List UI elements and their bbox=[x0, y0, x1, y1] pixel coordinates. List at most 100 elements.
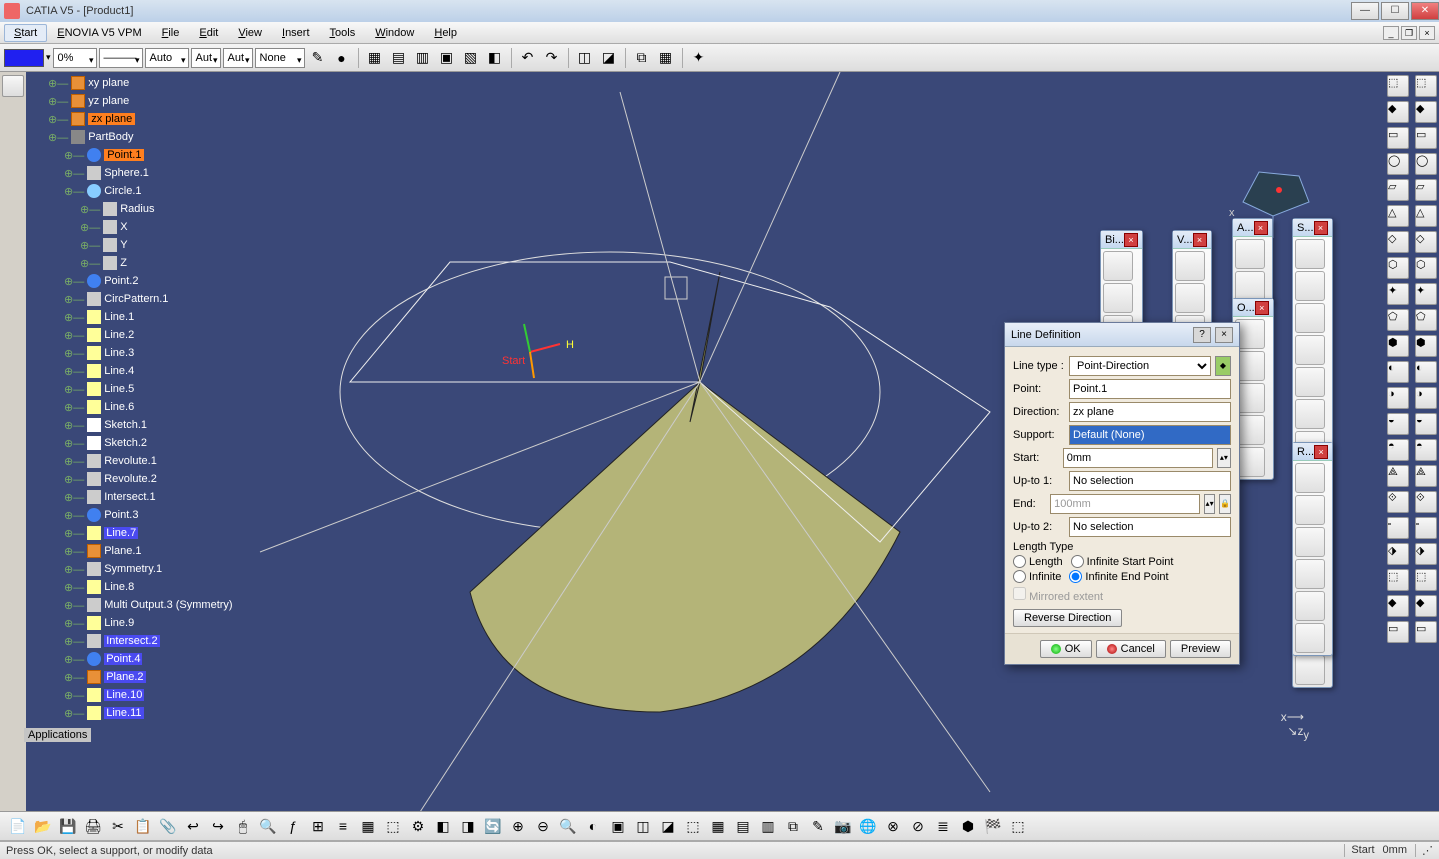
vtool-icon[interactable]: △ bbox=[1415, 205, 1437, 227]
tb-icon[interactable]: ▤ bbox=[388, 47, 410, 69]
vtool-icon[interactable]: ⬠ bbox=[1387, 309, 1409, 331]
vtool-icon[interactable]: ◇ bbox=[1415, 231, 1437, 253]
menu-view[interactable]: View bbox=[228, 24, 272, 42]
vtool-icon[interactable]: ◒ bbox=[1415, 413, 1437, 435]
vtool-icon[interactable]: ⟐ bbox=[1415, 491, 1437, 513]
length-radio[interactable]: Length bbox=[1013, 555, 1063, 568]
tree-item[interactable]: ⊕—Sketch.1 bbox=[24, 416, 264, 434]
brush-icon[interactable]: ✎ bbox=[307, 47, 329, 69]
menu-start[interactable]: Start bbox=[4, 24, 47, 42]
cube-icon[interactable]: ◪ bbox=[598, 47, 620, 69]
bottom-tool-icon[interactable]: ◨ bbox=[456, 814, 480, 838]
tree-item[interactable]: ⊕—Line.4 bbox=[24, 362, 264, 380]
tree-item[interactable]: ⊕—Z bbox=[24, 254, 264, 272]
vtool-icon[interactable]: ⬚ bbox=[1415, 569, 1437, 591]
bottom-tool-icon[interactable]: ✎ bbox=[806, 814, 830, 838]
vtool-icon[interactable]: ▱ bbox=[1415, 179, 1437, 201]
mini-tool-icon[interactable] bbox=[1295, 495, 1325, 525]
support-input[interactable] bbox=[1069, 425, 1231, 445]
direction-input[interactable] bbox=[1069, 402, 1231, 422]
undo-icon[interactable]: ↶ bbox=[517, 47, 539, 69]
bottom-tool-icon[interactable]: ⊕ bbox=[506, 814, 530, 838]
vtool-icon[interactable]: ⬚ bbox=[1387, 569, 1409, 591]
end-input[interactable] bbox=[1050, 494, 1200, 514]
tree-item[interactable]: ⊕—Symmetry.1 bbox=[24, 560, 264, 578]
dialog-help-button[interactable]: ? bbox=[1193, 327, 1211, 343]
spec-tree[interactable]: ⊕—xy plane⊕—yz plane⊕—zx plane⊕—PartBody… bbox=[24, 72, 264, 746]
tree-item[interactable]: ⊕—Radius bbox=[24, 200, 264, 218]
bottom-tool-icon[interactable]: ⊘ bbox=[906, 814, 930, 838]
bottom-tool-icon[interactable]: ◪ bbox=[656, 814, 680, 838]
menu-file[interactable]: File bbox=[152, 24, 190, 42]
mini-tool-icon[interactable] bbox=[1103, 251, 1133, 281]
vtool-icon[interactable]: ✦ bbox=[1415, 283, 1437, 305]
mini-tool-icon[interactable] bbox=[1295, 303, 1325, 333]
infinite-radio[interactable]: Infinite bbox=[1013, 570, 1061, 583]
vtool-icon[interactable]: ▱ bbox=[1387, 179, 1409, 201]
mini-tool-icon[interactable] bbox=[1175, 251, 1205, 281]
vtool-icon[interactable]: ⬠ bbox=[1415, 309, 1437, 331]
dialog-titlebar[interactable]: Line Definition ? × bbox=[1005, 323, 1239, 347]
none-combo[interactable]: None bbox=[255, 48, 305, 68]
tree-item[interactable]: ⊕—Line.11 bbox=[24, 704, 264, 722]
tree-item[interactable]: ⊕—yz plane bbox=[24, 92, 264, 110]
vtool-icon[interactable]: ⬚ bbox=[1415, 75, 1437, 97]
tree-item[interactable]: ⊕—Y bbox=[24, 236, 264, 254]
lt3-combo[interactable]: Aut bbox=[223, 48, 253, 68]
vtool-icon[interactable]: ▭ bbox=[1387, 127, 1409, 149]
tb-icon[interactable]: ▣ bbox=[436, 47, 458, 69]
mini-tool-icon[interactable] bbox=[1103, 283, 1133, 313]
vtool-icon[interactable]: ⬢ bbox=[1415, 335, 1437, 357]
bottom-tool-icon[interactable]: 🔍 bbox=[256, 814, 280, 838]
mini-tool-icon[interactable] bbox=[1295, 655, 1325, 685]
bottom-tool-icon[interactable]: ≣ bbox=[931, 814, 955, 838]
vtool-icon[interactable]: ◐ bbox=[1415, 361, 1437, 383]
bottom-tool-icon[interactable]: 📎 bbox=[156, 814, 180, 838]
end-spinner[interactable]: ▴▾ bbox=[1204, 494, 1215, 514]
vtool-icon[interactable]: ◐ bbox=[1387, 361, 1409, 383]
mini-close-icon[interactable]: × bbox=[1314, 445, 1328, 459]
mini-tool-icon[interactable] bbox=[1295, 463, 1325, 493]
vtool-icon[interactable]: ▭ bbox=[1415, 621, 1437, 643]
menu-insert[interactable]: Insert bbox=[272, 24, 320, 42]
tree-item[interactable]: ⊕—Line.5 bbox=[24, 380, 264, 398]
mini-close-icon[interactable]: × bbox=[1255, 301, 1269, 315]
applications-label[interactable]: Applications bbox=[24, 728, 91, 742]
vtool-icon[interactable]: ◑ bbox=[1387, 387, 1409, 409]
window-max-button[interactable]: ☐ bbox=[1381, 2, 1409, 20]
tb-icon[interactable]: ▥ bbox=[412, 47, 434, 69]
vtool-icon[interactable]: △ bbox=[1387, 205, 1409, 227]
vtool-icon[interactable]: ⬗ bbox=[1387, 543, 1409, 565]
menu-edit[interactable]: Edit bbox=[189, 24, 228, 42]
tree-item[interactable]: ⊕—Point.3 bbox=[24, 506, 264, 524]
tree-item[interactable]: ⊕—Revolute.2 bbox=[24, 470, 264, 488]
start-spinner[interactable]: ▴▾ bbox=[1217, 448, 1231, 468]
vtool-icon[interactable]: ◑ bbox=[1415, 387, 1437, 409]
tree-item[interactable]: ⊕—Line.1 bbox=[24, 308, 264, 326]
menu-enovia v5 vpm[interactable]: ENOVIA V5 VPM bbox=[47, 24, 151, 42]
linestyle-combo[interactable]: ——— bbox=[99, 48, 143, 68]
bottom-tool-icon[interactable]: 📋 bbox=[131, 814, 155, 838]
tb-icon[interactable]: ◧ bbox=[484, 47, 506, 69]
vtool-icon[interactable]: ◯ bbox=[1415, 153, 1437, 175]
mini-tool-icon[interactable] bbox=[1295, 271, 1325, 301]
mini-close-icon[interactable]: × bbox=[1124, 233, 1138, 247]
preview-button[interactable]: Preview bbox=[1170, 640, 1231, 658]
vtool-icon[interactable]: ⬢ bbox=[1387, 335, 1409, 357]
bottom-tool-icon[interactable]: ↩ bbox=[181, 814, 205, 838]
bottom-tool-icon[interactable]: ▥ bbox=[756, 814, 780, 838]
mdi-min-button[interactable]: _ bbox=[1383, 26, 1399, 40]
bottom-tool-icon[interactable]: ◧ bbox=[431, 814, 455, 838]
bottom-tool-icon[interactable]: ◐ bbox=[581, 814, 605, 838]
infstart-radio[interactable]: Infinite Start Point bbox=[1071, 555, 1174, 568]
lt2-combo[interactable]: Aut bbox=[191, 48, 221, 68]
tree-item[interactable]: ⊕—Line.7 bbox=[24, 524, 264, 542]
menu-window[interactable]: Window bbox=[365, 24, 424, 42]
tree-item[interactable]: ⊕—Line.2 bbox=[24, 326, 264, 344]
mini-tool-icon[interactable] bbox=[1235, 239, 1265, 269]
tree-item[interactable]: ⊕—Line.8 bbox=[24, 578, 264, 596]
upto2-input[interactable] bbox=[1069, 517, 1231, 537]
mini-tool-icon[interactable] bbox=[1295, 559, 1325, 589]
tree-item[interactable]: ⊕—X bbox=[24, 218, 264, 236]
floating-toolbar[interactable]: R...× bbox=[1292, 442, 1333, 656]
